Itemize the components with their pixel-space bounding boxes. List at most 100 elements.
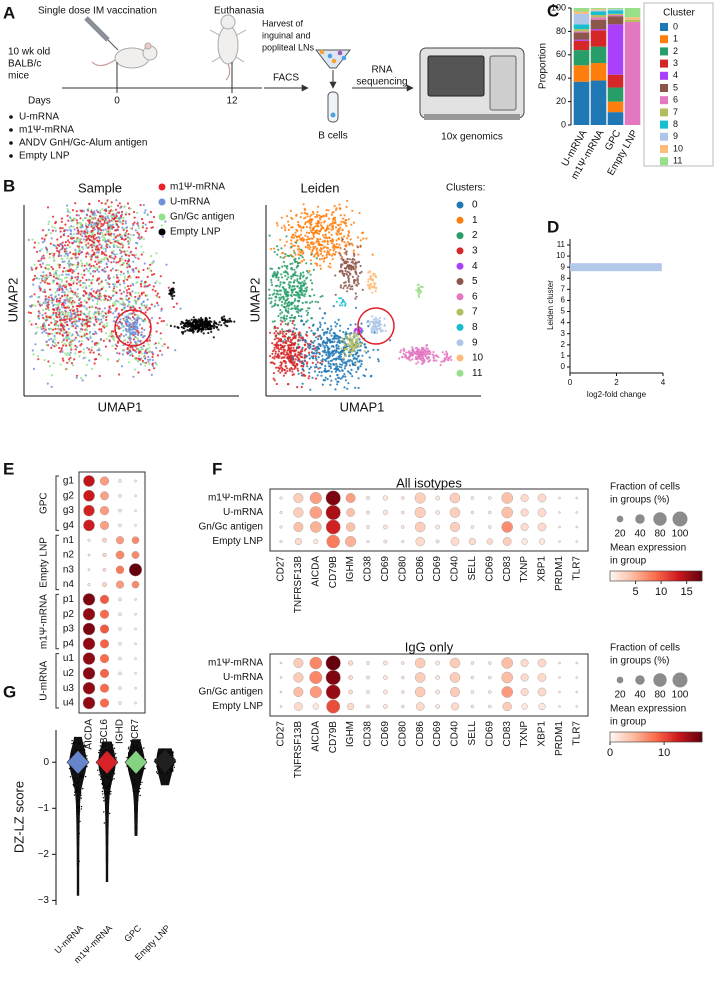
umap-point [138,235,140,237]
umap-point [106,266,108,268]
umap-point [294,259,296,261]
umap-point [137,258,139,260]
umap-point [343,235,345,237]
umap-point [77,229,79,231]
umap-point [79,250,81,252]
umap-point [152,359,154,361]
umap-point [367,350,369,352]
umap-point [73,293,75,295]
umap-point [301,386,303,388]
umap-point [61,306,63,308]
umap-point [41,304,43,306]
umap-point [285,310,287,312]
umap-point [120,274,122,276]
row-label: Gn/Gc antigen [199,522,263,533]
umap-point [313,294,315,296]
umap-point [54,227,56,229]
dot [134,480,136,482]
umap-point [307,312,309,314]
legend-label: 10 [673,143,683,153]
umap-point [283,306,285,308]
umap-point [146,294,148,296]
umap-point [161,320,163,322]
umap-point [290,210,292,212]
umap-point [294,365,296,367]
umap-point [325,332,327,334]
row-label: Empty LNP [212,536,263,547]
umap-point [320,244,322,246]
umap-point [355,323,357,325]
umap-point [340,233,342,235]
umap-point [355,371,357,373]
umap-point [69,360,71,362]
umap-point [292,356,294,358]
umap-point [329,330,331,332]
umap-point [133,268,135,270]
umap-point [133,323,135,325]
umap-point [152,289,154,291]
umap-point [64,250,66,252]
dot [558,497,560,499]
step-label: sequencing [356,77,407,88]
umap-point [139,295,141,297]
row-label: u4 [63,698,75,709]
umap-point [93,239,95,241]
umap-point [57,310,59,312]
umap-point [80,230,82,232]
umap-point [333,364,335,366]
umap-point [184,323,186,325]
umap-point [31,239,33,241]
dot [132,537,139,544]
umap-point [35,267,37,269]
umap-point [42,271,44,273]
umap-point [111,333,113,335]
umap-point [71,272,73,274]
umap-point [105,290,107,292]
umap-point [297,285,299,287]
umap-point [145,311,147,313]
umap-point [322,350,324,352]
umap-point [68,301,70,303]
umap-point [39,250,41,252]
umap-point [99,323,101,325]
umap-point [308,377,310,379]
umap-point [315,301,317,303]
dot [118,642,121,645]
umap-point [326,252,328,254]
bar-segment [591,10,607,11]
umap-point [68,318,70,320]
umap-point [61,258,63,260]
umap-point [67,331,69,333]
umap-point [109,255,111,257]
umap-point [293,349,295,351]
umap-point [283,375,285,377]
umap-point [287,308,289,310]
umap-point [70,347,72,349]
umap-point [110,224,112,226]
umap-point [286,290,288,292]
umap-point [282,281,284,283]
umap-point [276,293,278,295]
bar-segment [608,88,624,102]
umap-point [85,239,87,241]
umap-point [76,282,78,284]
umap-point [316,214,318,216]
umap-point [128,264,130,266]
umap-point [57,244,59,246]
umap-point [291,339,293,341]
umap-point [213,336,215,338]
umap-point [299,287,301,289]
umap-point [131,319,133,321]
umap-point [200,320,202,322]
umap-point [315,336,317,338]
umap-point [100,355,102,357]
umap-point [127,270,129,272]
umap-point [345,331,347,333]
plot-title: All isotypes [396,475,462,490]
dot [415,507,426,518]
umap-point [269,235,271,237]
umap-point [365,368,367,370]
umap-point [153,367,155,369]
dot [310,492,322,504]
umap-point [74,345,76,347]
